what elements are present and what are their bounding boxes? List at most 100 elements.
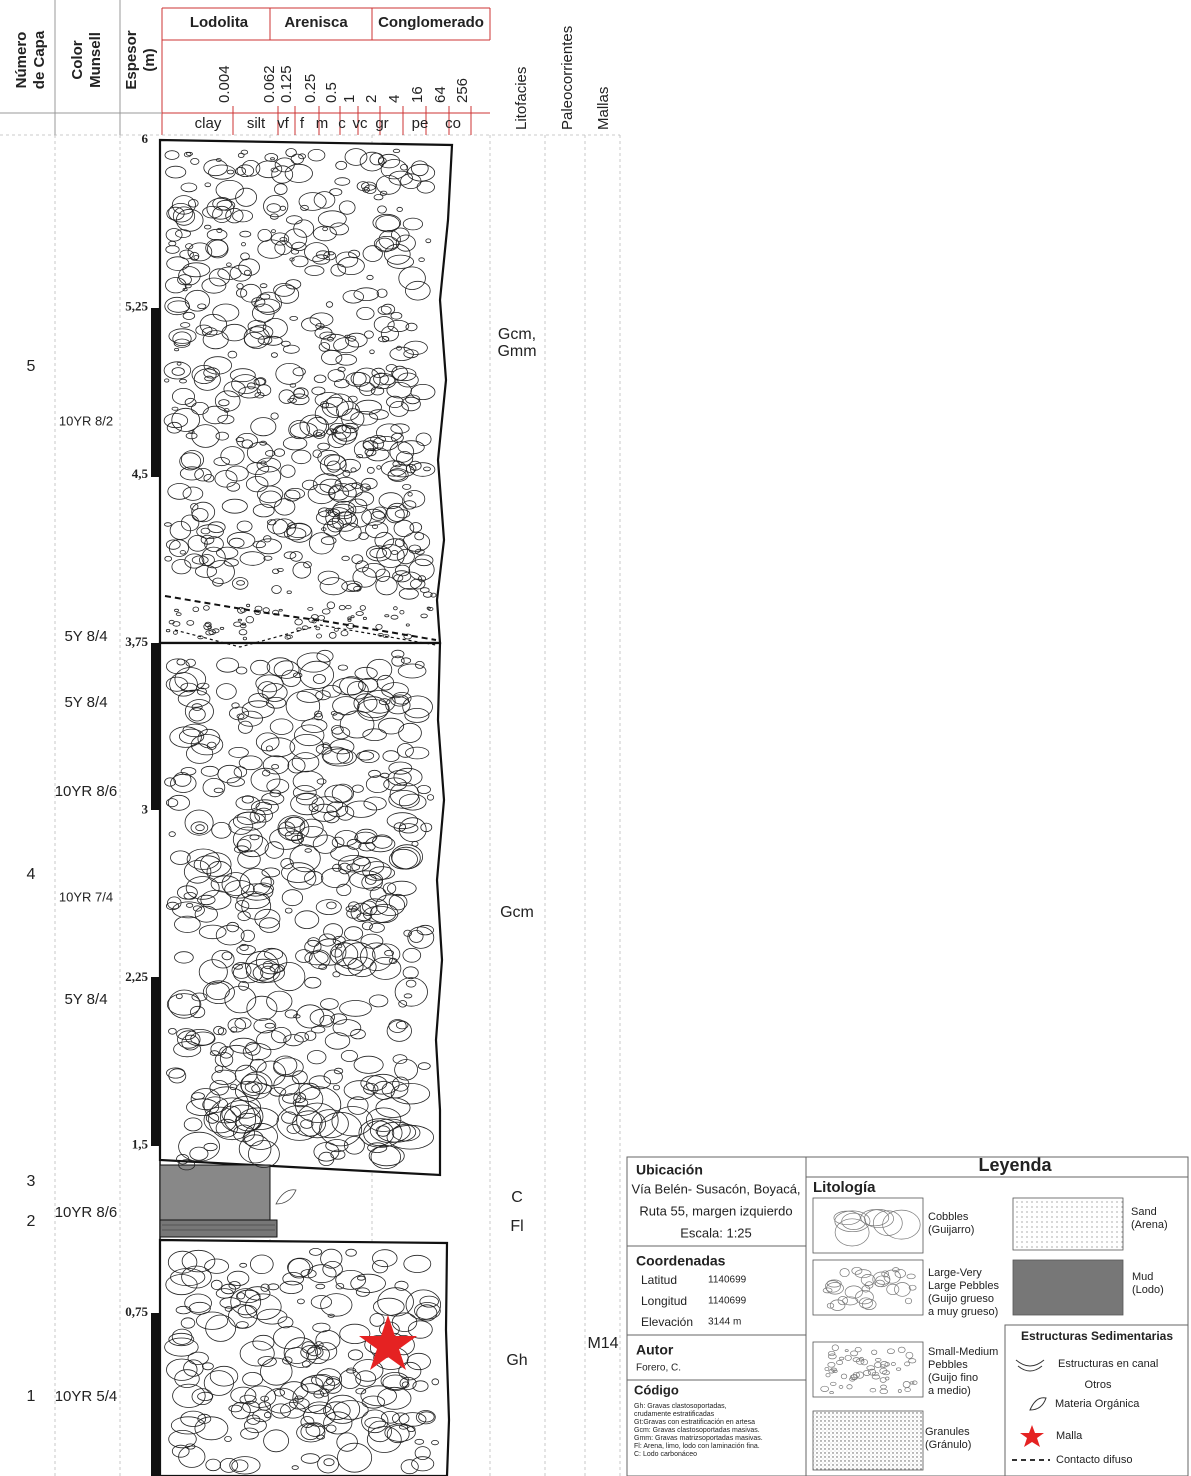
grain-group: Conglomerado (378, 14, 484, 31)
coordinate-value: 1140699 (708, 1296, 747, 1307)
depth-label: 3 (142, 801, 149, 816)
depth-label: 2,25 (125, 969, 148, 984)
lithofacies: Fl (510, 1218, 523, 1235)
layer-number: 1 (27, 1388, 36, 1405)
lithology-label: (Guijo grueso (928, 1293, 994, 1305)
grain-group: Arenisca (284, 14, 348, 31)
location-line: Vía Belén- Susacón, Boyacá, (631, 1181, 800, 1196)
lithofacies: Gcm (500, 904, 534, 921)
stratigraphic-column: Númerode CapaColorMunsellEspesor(m)Lodol… (0, 0, 1191, 1476)
layer-2 (160, 1220, 277, 1237)
code-line: Gmm: Gravas matrizsoportadas masivas. (634, 1435, 763, 1442)
lithology-label: Cobbles (928, 1211, 969, 1223)
column-header: Espesor (123, 30, 140, 89)
lithofacies: C (511, 1189, 523, 1206)
grain-size: 0.25 (302, 74, 319, 103)
layer-number: 3 (27, 1173, 36, 1190)
munsell-color: 5Y 8/4 (64, 991, 107, 1008)
code-line: C: Lodo carbonáceo (634, 1451, 697, 1458)
column-header: de Capa (31, 30, 48, 89)
munsell-color: 10YR 7/4 (59, 889, 113, 904)
grain-group: Lodolita (190, 14, 249, 31)
grain-size: 0.004 (216, 65, 233, 103)
munsell-color: 5Y 8/4 (64, 628, 107, 645)
lithofacies: Gh (506, 1352, 527, 1369)
depth-label: 1,5 (132, 1137, 149, 1152)
lithology-label: Sand (1131, 1206, 1157, 1218)
coordinate-label: Longitud (641, 1294, 687, 1308)
structure-label: Malla (1056, 1430, 1083, 1442)
panel-title: Ubicación (636, 1162, 703, 1178)
grain-class: silt (247, 115, 266, 132)
panel-title: Código (634, 1382, 679, 1397)
depth-label: 0,75 (125, 1304, 148, 1319)
grain-class: vc (353, 115, 369, 132)
lithology-label: (Guijarro) (928, 1224, 974, 1236)
column-header: Litofacies (513, 67, 530, 130)
lithology-label: Large Pebbles (928, 1280, 999, 1292)
column-header: (m) (141, 48, 158, 71)
structure-label: Otros (1085, 1379, 1112, 1391)
column-header: Munsell (87, 32, 104, 88)
thickness-bar (151, 140, 160, 1476)
grain-class: c (338, 115, 346, 132)
depth-label: 3,75 (125, 634, 148, 649)
mesh-label: M14 (587, 1335, 618, 1352)
code-line: Fl: Arena, limo, lodo con laminación fin… (634, 1443, 760, 1450)
code-line: Gt:Gravas con estratificación en artesa (634, 1419, 755, 1426)
lithofacies: Gcm, (498, 326, 536, 343)
grain-class: clay (195, 115, 222, 132)
grain-size: 64 (432, 86, 449, 103)
location-line: Escala: 1:25 (680, 1225, 752, 1240)
grain-class: co (445, 115, 461, 132)
coordinate-value: 3144 m (708, 1317, 741, 1328)
grain-class: gr (375, 115, 388, 132)
munsell-color: 10YR 5/4 (55, 1388, 118, 1405)
grain-size: 4 (386, 95, 403, 103)
legend-subtitle: Estructuras Sedimentarias (1021, 1329, 1173, 1343)
legend-subtitle: Litología (813, 1179, 876, 1196)
lithology-label: (Gránulo) (925, 1439, 971, 1451)
munsell-color: 5Y 8/4 (64, 694, 107, 711)
layer-3 (160, 1165, 270, 1220)
code-line: Gh: Gravas clastosoportadas, (634, 1403, 727, 1410)
lithology-label: a muy grueso) (928, 1306, 998, 1318)
column-header: Mallas (595, 87, 612, 130)
grain-class: vf (277, 115, 290, 132)
layer-number: 5 (27, 358, 36, 375)
legend-title: Leyenda (978, 1155, 1052, 1175)
author-name: Forero, C. (636, 1363, 681, 1374)
grain-size: 1 (341, 95, 358, 103)
column-header: Número (13, 32, 30, 89)
coordinate-value: 1140699 (708, 1275, 747, 1286)
organic-matter (276, 1190, 296, 1204)
layer-number: 4 (27, 866, 36, 883)
munsell-color: 10YR 8/6 (55, 1204, 118, 1221)
grain-size: 256 (454, 78, 471, 103)
coordinate-label: Elevación (641, 1315, 693, 1329)
grain-class: f (300, 115, 305, 132)
lithology-label: Large-Very (928, 1267, 982, 1279)
structure-icons (1012, 1360, 1050, 1460)
location-line: Ruta 55, margen izquierdo (639, 1203, 792, 1218)
lithology-label: a medio) (928, 1385, 971, 1397)
lithology-label: (Arena) (1131, 1219, 1168, 1231)
depth-label: 6 (142, 131, 149, 146)
depth-label: 5,25 (125, 299, 148, 314)
lithology-label: Small-Medium (928, 1346, 998, 1358)
layer-number: 2 (27, 1213, 36, 1230)
grain-class: m (316, 115, 329, 132)
column-header: Paleocorrientes (559, 26, 576, 130)
code-line: Gcm: Gravas clastosoportadas masivas. (634, 1427, 760, 1434)
depth-label: 4,5 (132, 466, 149, 481)
lithology-label: Mud (1132, 1271, 1153, 1283)
grain-size: 0.125 (278, 65, 295, 103)
lithology-label: (Lodo) (1132, 1284, 1164, 1296)
grain-size: 0.062 (261, 65, 278, 103)
coordinate-label: Latitud (641, 1273, 677, 1287)
code-line: crudamente estratificadas (634, 1411, 715, 1418)
panel-title: Coordenadas (636, 1253, 726, 1269)
structure-label: Materia Orgánica (1055, 1398, 1140, 1410)
structure-label: Estructuras en canal (1058, 1358, 1158, 1370)
lithology-label: (Guijo fino (928, 1372, 978, 1384)
